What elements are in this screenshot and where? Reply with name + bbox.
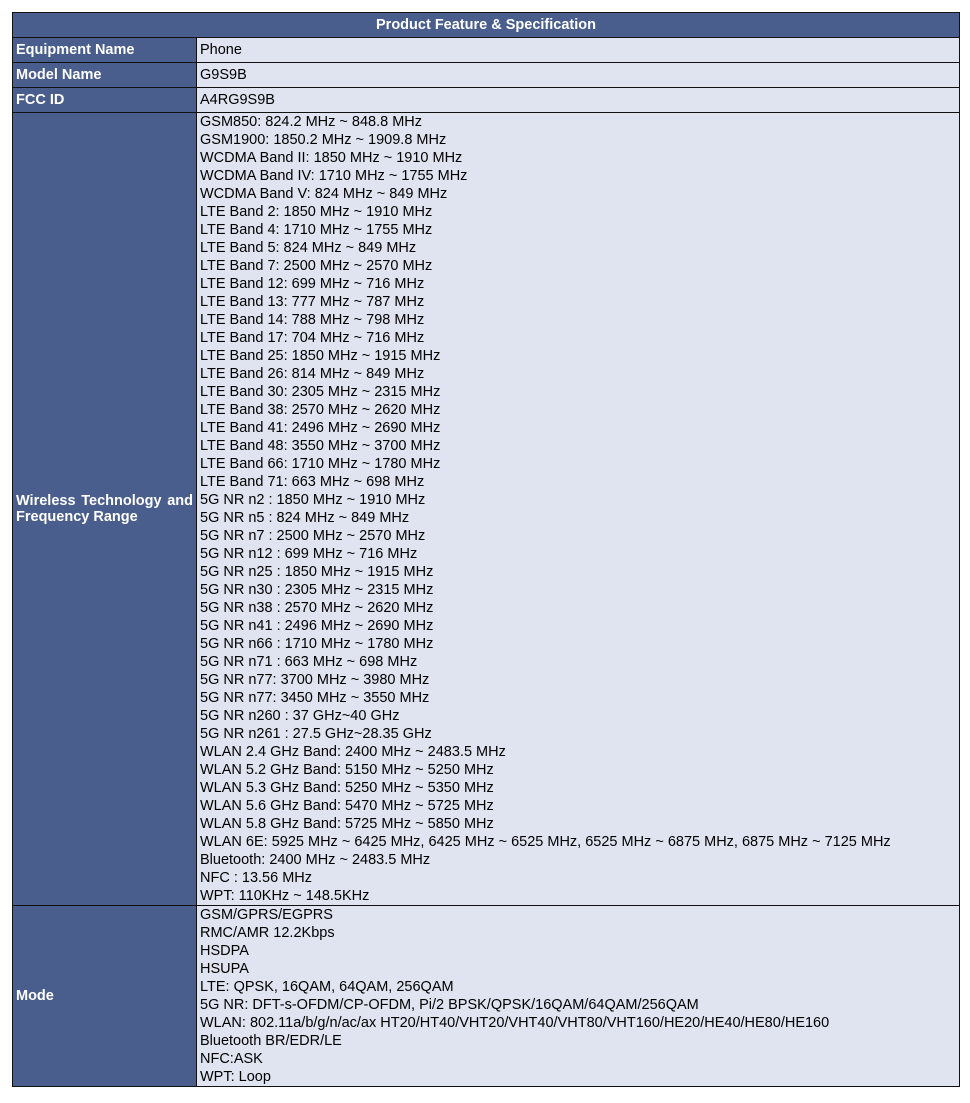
wireless-line: LTE Band 17: 704 MHz ~ 716 MHz: [200, 330, 425, 346]
wireless-line: 5G NR n30 : 2305 MHz ~ 2315 MHz: [200, 582, 434, 598]
wireless-line: 5G NR n41 : 2496 MHz ~ 2690 MHz: [200, 618, 434, 634]
wireless-line: WLAN 6E: 5925 MHz ~ 6425 MHz, 6425 MHz ~…: [200, 834, 891, 850]
wireless-line: 5G NR n66 : 1710 MHz ~ 1780 MHz: [200, 636, 434, 652]
wireless-line: WLAN 5.2 GHz Band: 5150 MHz ~ 5250 MHz: [200, 762, 494, 778]
wireless-line: 5G NR n12 : 699 MHz ~ 716 MHz: [200, 546, 418, 562]
wireless-row: Wireless Technology and Frequency Range …: [12, 112, 960, 906]
table-title: Product Feature & Specification: [12, 12, 960, 38]
wireless-line: 5G NR n77: 3700 MHz ~ 3980 MHz: [200, 672, 430, 688]
wireless-line: LTE Band 2: 1850 MHz ~ 1910 MHz: [200, 204, 433, 220]
row-value: Phone: [196, 37, 960, 63]
spec-table: Product Feature & Specification Equipmen…: [12, 12, 960, 1087]
wireless-line: 5G NR n2 : 1850 MHz ~ 1910 MHz: [200, 492, 426, 508]
wireless-line: Bluetooth: 2400 MHz ~ 2483.5 MHz: [200, 852, 431, 868]
wireless-line: WCDMA Band IV: 1710 MHz ~ 1755 MHz: [200, 168, 468, 184]
wireless-line: LTE Band 25: 1850 MHz ~ 1915 MHz: [200, 348, 441, 364]
mode-line: WPT: Loop: [200, 1069, 271, 1085]
wireless-line: LTE Band 26: 814 MHz ~ 849 MHz: [200, 366, 425, 382]
wireless-line: WLAN 5.3 GHz Band: 5250 MHz ~ 5350 MHz: [200, 780, 494, 796]
wireless-line: LTE Band 14: 788 MHz ~ 798 MHz: [200, 312, 425, 328]
wireless-line: WLAN 2.4 GHz Band: 2400 MHz ~ 2483.5 MHz: [200, 744, 506, 760]
table-row: Equipment Name Phone: [12, 37, 960, 63]
wireless-line: 5G NR n7 : 2500 MHz ~ 2570 MHz: [200, 528, 426, 544]
row-label: FCC ID: [12, 87, 197, 113]
wireless-line: WLAN 5.8 GHz Band: 5725 MHz ~ 5850 MHz: [200, 816, 494, 832]
mode-line: HSDPA: [200, 943, 249, 959]
row-value: A4RG9S9B: [196, 87, 960, 113]
mode-label: Mode: [12, 905, 197, 1087]
mode-line: GSM/GPRS/EGPRS: [200, 907, 333, 923]
mode-line: RMC/AMR 12.2Kbps: [200, 925, 335, 941]
wireless-line: 5G NR n71 : 663 MHz ~ 698 MHz: [200, 654, 418, 670]
wireless-line: 5G NR n25 : 1850 MHz ~ 1915 MHz: [200, 564, 434, 580]
wireless-line: LTE Band 71: 663 MHz ~ 698 MHz: [200, 474, 425, 490]
table-row: FCC ID A4RG9S9B: [12, 87, 960, 113]
row-label: Model Name: [12, 62, 197, 88]
row-label: Equipment Name: [12, 37, 197, 63]
row-value: G9S9B: [196, 62, 960, 88]
wireless-line: LTE Band 38: 2570 MHz ~ 2620 MHz: [200, 402, 441, 418]
wireless-line: LTE Band 48: 3550 MHz ~ 3700 MHz: [200, 438, 441, 454]
wireless-line: WLAN 5.6 GHz Band: 5470 MHz ~ 5725 MHz: [200, 798, 494, 814]
wireless-line: LTE Band 13: 777 MHz ~ 787 MHz: [200, 294, 425, 310]
mode-list: GSM/GPRS/EGPRS RMC/AMR 12.2Kbps HSDPA HSUPA…: [196, 905, 960, 1087]
wireless-line: LTE Band 41: 2496 MHz ~ 2690 MHz: [200, 420, 441, 436]
mode-line: WLAN: 802.11a/b/g/n/ac/ax HT20/HT40/VHT2…: [200, 1015, 830, 1031]
mode-line: Bluetooth BR/EDR/LE: [200, 1033, 342, 1049]
wireless-line: LTE Band 30: 2305 MHz ~ 2315 MHz: [200, 384, 441, 400]
wireless-line: LTE Band 66: 1710 MHz ~ 1780 MHz: [200, 456, 441, 472]
mode-row: Mode GSM/GPRS/EGPRS RMC/AMR 12.2Kbps HSDPA…: [12, 905, 960, 1087]
wireless-frequency-list: GSM850: 824.2 MHz ~ 848.8 MHz GSM1900: 18…: [196, 112, 960, 906]
wireless-line: 5G NR n260 : 37 GHz~40 GHz: [200, 708, 400, 724]
wireless-line: LTE Band 7: 2500 MHz ~ 2570 MHz: [200, 258, 433, 274]
wireless-line: GSM1900: 1850.2 MHz ~ 1909.8 MHz: [200, 132, 447, 148]
wireless-line: 5G NR n77: 3450 MHz ~ 3550 MHz: [200, 690, 430, 706]
mode-line: NFC:ASK: [200, 1051, 263, 1067]
wireless-line: GSM850: 824.2 MHz ~ 848.8 MHz: [200, 114, 423, 130]
mode-line: 5G NR: DFT-s-OFDM/CP-OFDM, Pi/2 BPSK/QPS…: [200, 997, 699, 1013]
wireless-line: LTE Band 4: 1710 MHz ~ 1755 MHz: [200, 222, 433, 238]
table-row: Model Name G9S9B: [12, 62, 960, 88]
wireless-line: WPT: 110KHz ~ 148.5KHz: [200, 888, 370, 904]
wireless-line: LTE Band 5: 824 MHz ~ 849 MHz: [200, 240, 417, 256]
wireless-line: 5G NR n38 : 2570 MHz ~ 2620 MHz: [200, 600, 434, 616]
wireless-line: WCDMA Band V: 824 MHz ~ 849 MHz: [200, 186, 448, 202]
wireless-line: 5G NR n261 : 27.5 GHz~28.35 GHz: [200, 726, 432, 742]
wireless-line: LTE Band 12: 699 MHz ~ 716 MHz: [200, 276, 425, 292]
wireless-line: NFC : 13.56 MHz: [200, 870, 312, 886]
wireless-line: 5G NR n5 : 824 MHz ~ 849 MHz: [200, 510, 410, 526]
wireless-label: Wireless Technology and Frequency Range: [12, 112, 197, 906]
mode-line: HSUPA: [200, 961, 249, 977]
mode-line: LTE: QPSK, 16QAM, 64QAM, 256QAM: [200, 979, 454, 995]
wireless-line: WCDMA Band II: 1850 MHz ~ 1910 MHz: [200, 150, 463, 166]
